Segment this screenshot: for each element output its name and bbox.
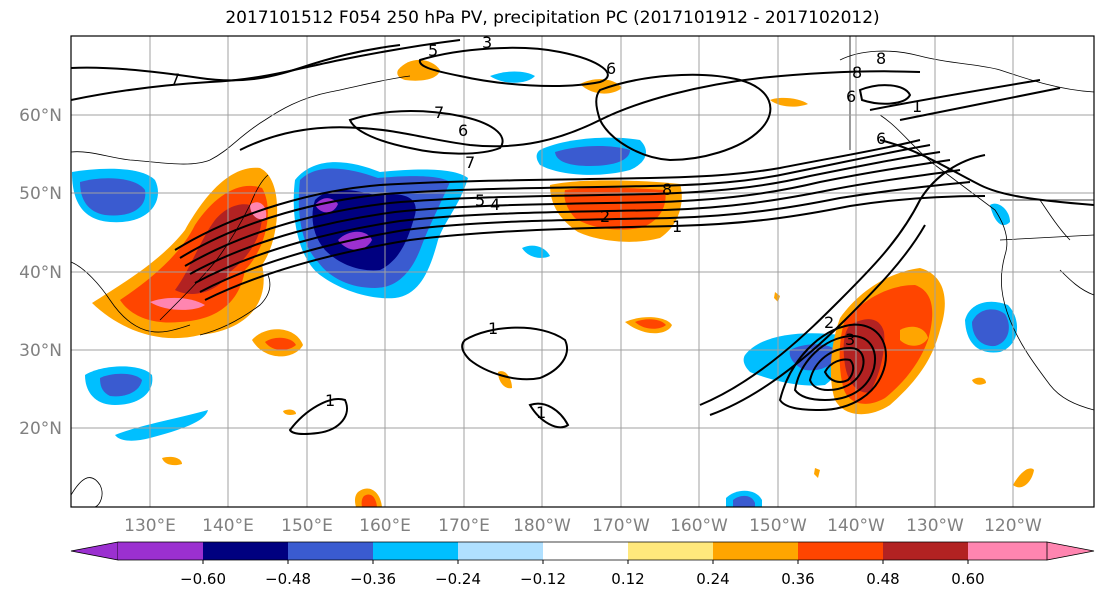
lon-label: 140°E: [202, 516, 254, 536]
contour-label: 6: [606, 59, 616, 78]
colorbar-tick: 0.12: [611, 570, 644, 588]
lon-label: 170°W: [592, 516, 650, 536]
precip-blob: [774, 292, 780, 302]
contour-label: 8: [662, 180, 672, 199]
precip-blob: [498, 371, 512, 389]
contour-label: 7: [170, 70, 180, 89]
precip-blob: [900, 326, 928, 346]
contour-label: 5: [428, 41, 438, 60]
latitude-labels: 60°N 50°N 40°N 30°N 20°N: [19, 106, 62, 439]
colorbar-segment: [203, 542, 288, 560]
colorbar-extend-max: [1046, 541, 1095, 561]
colorbar-tick: −0.12: [520, 570, 566, 588]
lon-label: 180°W: [513, 516, 571, 536]
lat-label: 50°N: [19, 184, 62, 204]
lon-label: 150°E: [281, 516, 333, 536]
precip-blob: [361, 494, 377, 507]
colorbar-segment: [883, 542, 968, 560]
precip-blob: [265, 337, 296, 350]
precip-blob: [972, 377, 986, 385]
map-title: 2017101512 F054 250 hPa PV, precipitatio…: [225, 8, 880, 28]
map-area: 7 6 7 5 4 2 1 8 7 8 6 6 5 3 8 6 2 3 1 1 …: [71, 33, 1094, 507]
colorbar-tick: 0.36: [781, 570, 814, 588]
contour-label: 3: [482, 33, 492, 52]
contour-label: 1: [536, 403, 546, 422]
precip-blob: [555, 146, 630, 166]
colorbar-tick: −0.48: [265, 570, 311, 588]
contour-label: 6: [846, 87, 856, 106]
precip-blob: [397, 59, 440, 81]
precip-blob: [162, 456, 182, 466]
lon-label: 170°E: [438, 516, 490, 536]
pv-contours: [71, 39, 1094, 435]
colorbar-segment: [373, 542, 458, 560]
contour-label: 2: [600, 207, 610, 226]
colorbar-segment: [543, 542, 628, 560]
precip-blob: [843, 319, 885, 393]
precip-blob: [522, 245, 550, 258]
longitude-labels: 130°E 140°E 150°E 160°E 170°E 180°W 170°…: [124, 516, 1042, 536]
colorbar-segment: [798, 542, 883, 560]
lon-label: 150°W: [749, 516, 807, 536]
contour-label: 3: [845, 330, 855, 349]
contour-label: 4: [490, 195, 500, 214]
colorbar: −0.60 −0.48 −0.36 −0.24 −0.12 0.12 0.24 …: [70, 541, 1095, 588]
colorbar-segment: [713, 542, 798, 560]
precip-blob: [990, 203, 1010, 226]
contour-label: 6: [876, 129, 886, 148]
colorbar-tick: 0.24: [696, 570, 729, 588]
colorbar-segment: [118, 542, 203, 560]
precip-blob: [972, 309, 1009, 347]
precip-blob: [312, 190, 416, 271]
lon-label: 130°E: [124, 516, 176, 536]
lat-label: 30°N: [19, 341, 62, 361]
precip-blob: [150, 297, 205, 310]
lat-label: 20°N: [19, 419, 62, 439]
precip-blob: [115, 410, 208, 441]
colorbar-segment: [968, 542, 1047, 560]
contour-label: 8: [852, 63, 862, 82]
colorbar-segment: [628, 542, 713, 560]
precip-blob: [635, 319, 666, 329]
contour-label: 1: [488, 319, 498, 338]
lat-label: 40°N: [19, 263, 62, 283]
colorbar-tick: 0.60: [951, 570, 984, 588]
precip-blob: [283, 409, 296, 415]
precip-blob: [338, 231, 372, 250]
colorbar-tick: −0.60: [180, 570, 226, 588]
precip-blob: [770, 97, 808, 107]
colorbar-extend-min: [70, 541, 119, 561]
precip-blob: [733, 495, 755, 507]
lon-label: 130°W: [906, 516, 964, 536]
contour-label: 7: [434, 103, 444, 122]
precip-blob: [80, 178, 146, 216]
precip-blob: [1013, 468, 1034, 488]
contour-label: 2: [824, 313, 834, 332]
precip-blob: [789, 344, 838, 371]
contour-label: 1: [912, 97, 922, 116]
lon-label: 140°W: [827, 516, 885, 536]
precip-blob: [814, 468, 820, 478]
graticule: [71, 36, 1094, 507]
lon-label: 160°W: [670, 516, 728, 536]
colorbar-segment: [458, 542, 543, 560]
contour-label: 1: [672, 217, 682, 236]
map-frame: [70, 35, 1095, 508]
precip-blob: [100, 373, 142, 397]
colorbar-tick: 0.48: [866, 570, 899, 588]
contour-labels: 7 6 7 5 4 2 1 8 7 8 6 6 5 3 8 6 2 3 1 1 …: [170, 33, 922, 422]
colorbar-tick: −0.24: [435, 570, 481, 588]
contour-label: 6: [458, 121, 468, 140]
lat-label: 60°N: [19, 106, 62, 126]
lon-label: 120°W: [984, 516, 1042, 536]
contour-label: 7: [465, 153, 475, 172]
colorbar-tick: −0.36: [350, 570, 396, 588]
contour-label: 1: [325, 391, 335, 410]
contour-label: 8: [876, 49, 886, 68]
precip-blob: [490, 71, 535, 83]
contour-label: 5: [475, 191, 485, 210]
lon-label: 160°E: [359, 516, 411, 536]
colorbar-segment: [288, 542, 373, 560]
